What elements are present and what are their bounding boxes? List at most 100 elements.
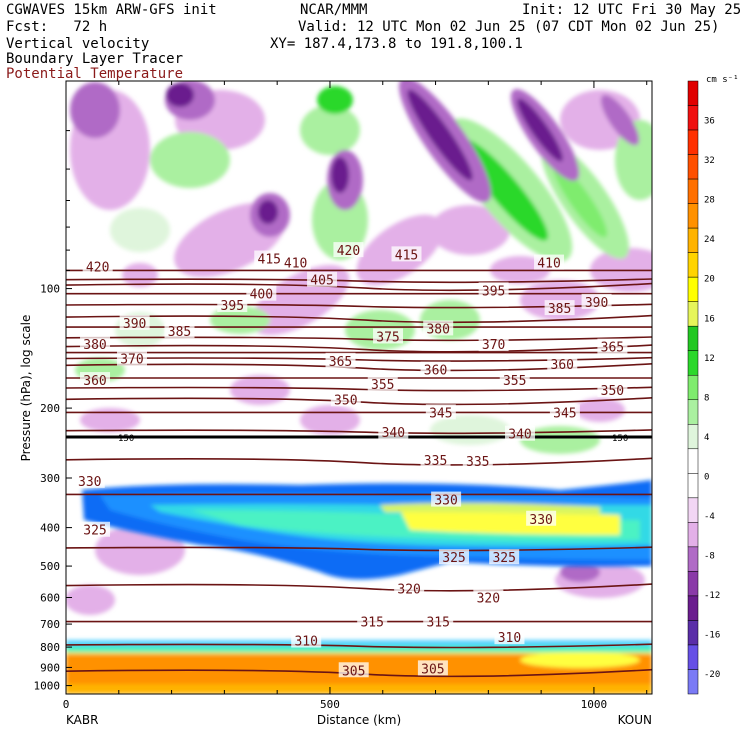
theta-label-bg [330, 391, 361, 407]
colorbar-label: 16 [704, 314, 715, 324]
x-end-station: KOUN [618, 713, 652, 727]
theta-label: 360 [551, 358, 574, 373]
theta-label-bg [423, 320, 454, 336]
theta-label-bg [526, 510, 557, 526]
colorbar-label: -8 [704, 552, 715, 562]
colorbar-cell [687, 448, 699, 474]
colorbar-label: 0 [704, 472, 709, 482]
plot-frame [65, 80, 653, 695]
theta-label-bg [80, 372, 111, 388]
theta-label: 380 [83, 338, 106, 353]
y-tick-label: 700 [40, 618, 60, 631]
colorbar-label: -4 [704, 512, 715, 522]
colorbar-cell [687, 424, 699, 450]
field-bl-tracer: Boundary Layer Tracer [6, 51, 184, 67]
theta-label: 395 [221, 299, 244, 314]
theta-label-bg [478, 282, 509, 298]
colorbar-cell [687, 644, 699, 670]
theta-label: 415 [258, 253, 281, 268]
theta-label: 310 [498, 631, 521, 646]
colorbar-cell [687, 203, 699, 229]
theta-label-bg [80, 336, 111, 352]
theta-label-bg [423, 613, 454, 629]
model-title: CGWAVES 15km ARW-GFS init [6, 2, 217, 18]
colorbar-label: 24 [704, 235, 715, 245]
theta-label-bg [246, 285, 277, 301]
theta-line-400 [66, 303, 652, 309]
theta-label-bg [116, 350, 147, 366]
theta-label-bg [544, 300, 575, 316]
colorbar-cell [687, 595, 699, 621]
colorbar-cell [687, 620, 699, 646]
x-tick-label: 0 [63, 698, 70, 711]
theta-label: 355 [503, 374, 526, 389]
colorbar-cell [687, 669, 699, 695]
theta-line-380 [66, 344, 652, 353]
theta-label-bg [534, 254, 565, 270]
tropopause-label: 150 [118, 434, 134, 444]
theta-label-bg [373, 328, 404, 344]
theta-label: 345 [429, 406, 452, 421]
colorbar-cell [687, 325, 699, 351]
theta-label: 390 [585, 296, 608, 311]
theta-label: 335 [424, 454, 447, 469]
tropopause-label-right: 150 [612, 434, 628, 444]
theta-label-bg [307, 271, 338, 287]
theta-label: 330 [434, 494, 457, 509]
theta-label: 410 [284, 257, 307, 272]
field-potential-temperature: Potential Temperature [6, 66, 184, 82]
theta-label-bg [581, 293, 612, 309]
theta-label-bg [547, 356, 578, 372]
theta-line-325 [66, 546, 652, 552]
forecast-hour: Fcst: 72 h [6, 19, 108, 35]
theta-label-bg [597, 381, 628, 397]
theta-label-bg [425, 404, 456, 420]
theta-label: 305 [342, 664, 365, 679]
theta-label-bg [473, 589, 504, 605]
theta-label: 365 [601, 341, 624, 356]
colorbar-cell [687, 301, 699, 327]
theta-label-bg [431, 491, 462, 507]
theta-label: 405 [310, 274, 333, 289]
colorbar-cell [687, 252, 699, 278]
colorbar-cell [687, 399, 699, 425]
theta-line-350 [66, 397, 652, 406]
theta-line-355 [66, 386, 652, 392]
theta-label: 330 [529, 513, 552, 528]
theta-line-340 [66, 429, 652, 435]
theta-label-bg [549, 404, 580, 420]
colorbar-cell [687, 522, 699, 548]
theta-label-bg [439, 549, 470, 565]
theta-label-bg [462, 453, 493, 469]
y-tick-label: 1000 [34, 680, 61, 693]
valid-time: Valid: 12 UTC Mon 02 Jun 25 (07 CDT Mon … [298, 19, 720, 35]
theta-label: 345 [553, 406, 576, 421]
x-tick-label: 1000 [581, 698, 608, 711]
theta-label: 375 [376, 330, 399, 345]
colorbar-cell [687, 276, 699, 302]
theta-label: 370 [482, 338, 505, 353]
colorbar-cell [687, 80, 699, 106]
colorbar-label: 20 [704, 275, 715, 285]
theta-label: 365 [329, 355, 352, 370]
theta-label-bg [280, 254, 311, 270]
y-tick-label: 500 [40, 560, 60, 573]
theta-label-bg [489, 549, 520, 565]
theta-label-bg [357, 613, 388, 629]
theta-label-bg [420, 451, 451, 467]
theta-label-bg [391, 246, 422, 262]
theta-line-320 [66, 583, 652, 592]
theta-label: 305 [421, 662, 444, 677]
x-axis: 0 500 1000 [63, 81, 648, 711]
theta-label: 385 [548, 302, 571, 317]
y-tick-label: 800 [40, 641, 60, 654]
y-tick-label: 600 [40, 592, 60, 605]
theta-label-bg [80, 521, 111, 537]
y-tick-label: 300 [40, 472, 60, 485]
theta-label: 360 [424, 364, 447, 379]
theta-label-bg [420, 361, 451, 377]
init-time: Init: 12 UTC Fri 30 May 25 [522, 2, 740, 18]
theta-label: 410 [537, 257, 560, 272]
xy-endpoints: XY= 187.4,173.8 to 191.8,100.1 [270, 36, 523, 52]
theta-label: 310 [294, 635, 317, 650]
